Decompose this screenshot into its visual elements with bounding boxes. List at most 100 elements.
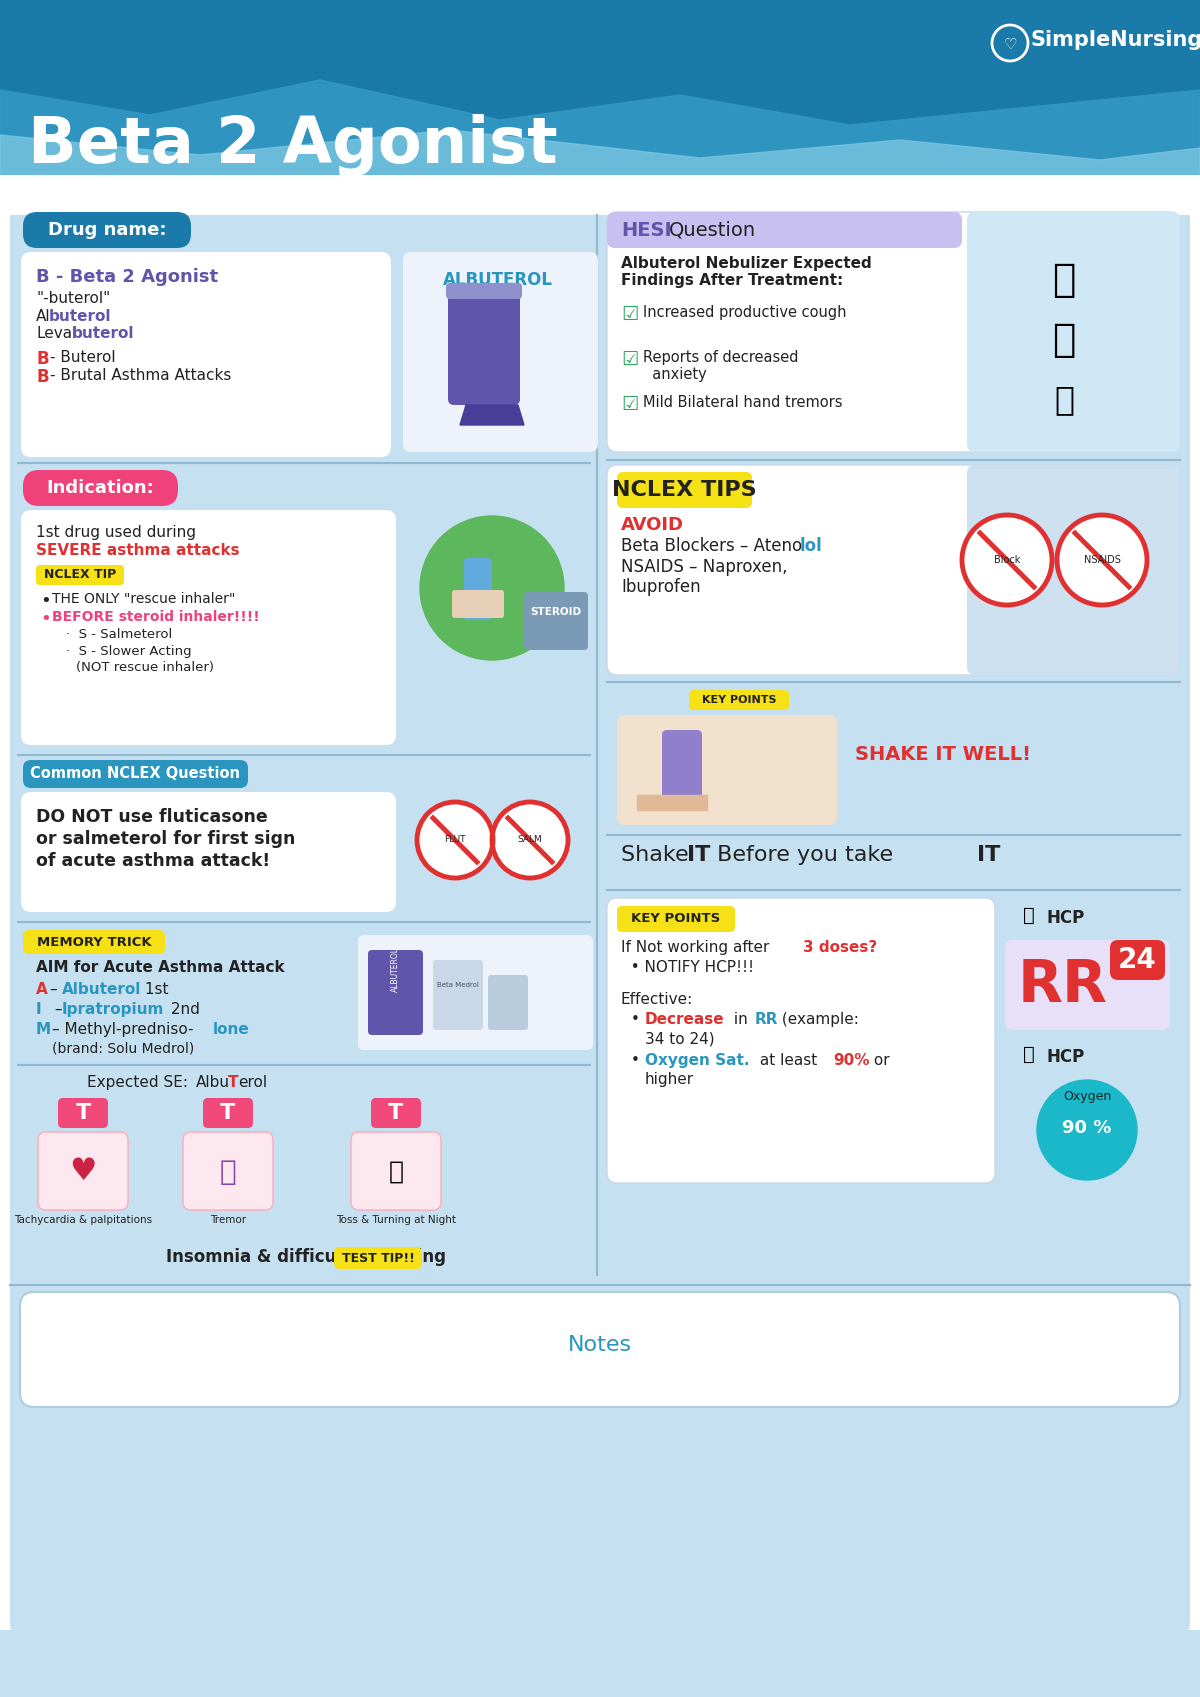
Text: B: B xyxy=(36,350,49,368)
Text: DO NOT use fluticasone: DO NOT use fluticasone xyxy=(36,808,268,826)
Text: ALBUTEROL: ALBUTEROL xyxy=(443,272,553,288)
Text: 3 doses?: 3 doses? xyxy=(803,940,877,955)
Text: Indication:: Indication: xyxy=(46,479,154,497)
FancyBboxPatch shape xyxy=(1110,940,1165,979)
Text: erol: erol xyxy=(238,1074,268,1089)
Text: T: T xyxy=(221,1103,235,1123)
Text: Albuterol: Albuterol xyxy=(62,983,142,998)
Text: •: • xyxy=(631,1054,649,1067)
Text: •: • xyxy=(40,592,50,609)
Text: IT: IT xyxy=(977,845,1001,865)
FancyBboxPatch shape xyxy=(371,1098,421,1129)
FancyBboxPatch shape xyxy=(662,730,702,809)
Text: AIM for Acute Asthma Attack: AIM for Acute Asthma Attack xyxy=(36,961,284,976)
FancyBboxPatch shape xyxy=(22,511,396,745)
Circle shape xyxy=(962,514,1052,606)
Text: TEST TIP!!: TEST TIP!! xyxy=(342,1251,414,1264)
FancyBboxPatch shape xyxy=(446,283,522,299)
Text: 〰: 〰 xyxy=(220,1157,236,1186)
FancyBboxPatch shape xyxy=(607,212,962,248)
Circle shape xyxy=(420,516,564,660)
Text: Notes: Notes xyxy=(568,1336,632,1354)
Text: lol: lol xyxy=(800,536,823,555)
Text: ♡: ♡ xyxy=(1003,37,1016,51)
Text: - Buterol: - Buterol xyxy=(50,350,115,365)
Text: FLUT: FLUT xyxy=(444,835,466,845)
Text: 🙆: 🙆 xyxy=(1054,384,1074,416)
Text: I: I xyxy=(36,1001,42,1017)
Text: buterol: buterol xyxy=(49,309,112,324)
Text: KEY POINTS: KEY POINTS xyxy=(631,913,721,925)
FancyBboxPatch shape xyxy=(617,714,838,825)
Text: HESI: HESI xyxy=(622,221,672,239)
Text: –: – xyxy=(50,983,62,998)
Text: – Methyl-predniso-: – Methyl-predniso- xyxy=(52,1022,193,1037)
Text: Reports of decreased
  anxiety: Reports of decreased anxiety xyxy=(643,350,798,382)
Text: T: T xyxy=(76,1103,91,1123)
FancyBboxPatch shape xyxy=(23,930,166,954)
FancyBboxPatch shape xyxy=(23,212,191,248)
Text: 1st drug used during: 1st drug used during xyxy=(36,524,196,540)
Text: SEVERE asthma attacks: SEVERE asthma attacks xyxy=(36,543,240,558)
Polygon shape xyxy=(637,794,707,809)
FancyBboxPatch shape xyxy=(967,212,1180,451)
Text: Increased productive cough: Increased productive cough xyxy=(643,305,846,321)
Text: 🏆: 🏆 xyxy=(1022,906,1034,925)
FancyBboxPatch shape xyxy=(58,1098,108,1129)
Text: in: in xyxy=(730,1011,752,1027)
FancyBboxPatch shape xyxy=(967,465,1180,675)
Text: Mild Bilateral hand tremors: Mild Bilateral hand tremors xyxy=(643,395,842,411)
Text: ♥: ♥ xyxy=(70,1157,97,1186)
Text: BEFORE steroid inhaler!!!!: BEFORE steroid inhaler!!!! xyxy=(52,609,259,624)
FancyBboxPatch shape xyxy=(358,935,593,1050)
Text: Block: Block xyxy=(994,555,1020,565)
Circle shape xyxy=(1057,514,1147,606)
Text: Ibuprofen: Ibuprofen xyxy=(622,579,701,596)
Text: • NOTIFY HCP!!!: • NOTIFY HCP!!! xyxy=(622,961,754,976)
Circle shape xyxy=(492,803,568,877)
Text: Ipratropium: Ipratropium xyxy=(62,1001,164,1017)
FancyBboxPatch shape xyxy=(36,565,124,585)
Text: ☑: ☑ xyxy=(622,350,638,368)
Text: Question: Question xyxy=(670,221,756,239)
Text: Decrease: Decrease xyxy=(646,1011,725,1027)
FancyBboxPatch shape xyxy=(403,251,598,451)
FancyBboxPatch shape xyxy=(607,465,1180,675)
Text: Toss & Turning at Night: Toss & Turning at Night xyxy=(336,1215,456,1225)
Text: Beta Medrol: Beta Medrol xyxy=(437,983,479,988)
Text: B: B xyxy=(36,368,49,385)
Text: ☑: ☑ xyxy=(622,305,638,324)
FancyBboxPatch shape xyxy=(464,558,492,619)
FancyBboxPatch shape xyxy=(0,175,1200,216)
Text: 90 %: 90 % xyxy=(1062,1118,1111,1137)
Text: If Not working after: If Not working after xyxy=(622,940,774,955)
Text: Tachycardia & palpitations: Tachycardia & palpitations xyxy=(14,1215,152,1225)
Text: M: M xyxy=(36,1022,52,1037)
Text: STEROID: STEROID xyxy=(530,608,582,618)
FancyBboxPatch shape xyxy=(352,1132,442,1210)
Text: Shake: Shake xyxy=(622,845,696,865)
Text: A: A xyxy=(36,983,48,998)
FancyBboxPatch shape xyxy=(1006,940,1170,1030)
Text: Oxygen Sat.: Oxygen Sat. xyxy=(646,1054,750,1067)
FancyBboxPatch shape xyxy=(203,1098,253,1129)
Text: (example:: (example: xyxy=(778,1011,859,1027)
Polygon shape xyxy=(0,131,1200,210)
Polygon shape xyxy=(0,80,1200,175)
Text: SALM: SALM xyxy=(517,835,542,845)
Text: B - Beta 2 Agonist: B - Beta 2 Agonist xyxy=(36,268,218,287)
FancyBboxPatch shape xyxy=(20,1291,1180,1407)
Text: - Brutal Asthma Attacks: - Brutal Asthma Attacks xyxy=(50,368,232,384)
Text: NSAIDS: NSAIDS xyxy=(1084,555,1121,565)
Text: •: • xyxy=(40,609,50,628)
FancyBboxPatch shape xyxy=(524,592,588,650)
Text: T: T xyxy=(389,1103,403,1123)
Text: (NOT rescue inhaler): (NOT rescue inhaler) xyxy=(76,662,214,674)
Text: Before you take: Before you take xyxy=(710,845,900,865)
Text: 1st: 1st xyxy=(140,983,168,998)
Text: •: • xyxy=(631,1011,649,1027)
Text: KEY POINTS: KEY POINTS xyxy=(702,696,776,704)
Text: Beta Blockers – Ateno: Beta Blockers – Ateno xyxy=(622,536,802,555)
Text: or salmeterol for first sign: or salmeterol for first sign xyxy=(36,830,295,848)
FancyBboxPatch shape xyxy=(23,760,248,787)
